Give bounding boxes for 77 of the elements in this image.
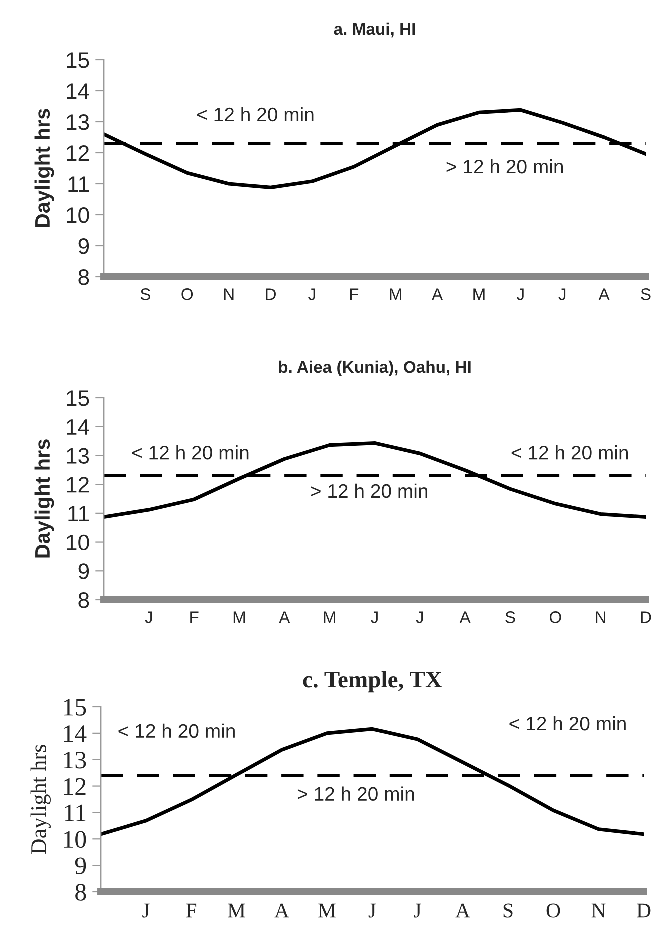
x-tick-label: J xyxy=(308,288,316,300)
x-tick-label: A xyxy=(432,288,444,300)
annotation: < 12 h 20 min xyxy=(132,445,249,460)
x-tick-label: F xyxy=(350,288,359,300)
y-axis-title: Daylight hrs xyxy=(34,440,54,558)
y-axis-title: Daylight hrs xyxy=(30,745,51,854)
x-tick-label: S xyxy=(504,904,513,918)
x-tick-label: M xyxy=(318,904,336,918)
annotation: < 12 h 20 min xyxy=(198,107,314,122)
x-tick-label: O xyxy=(182,288,194,300)
y-tick-label: 12 xyxy=(64,778,86,795)
annotation: < 12 h 20 min xyxy=(510,716,626,731)
x-tick-label: J xyxy=(558,288,566,300)
y-tick-label: 9 xyxy=(78,564,90,580)
y-tick-label: 10 xyxy=(64,831,86,848)
x-tick-label: M xyxy=(474,288,485,300)
chart-title: c. Temple, TX xyxy=(303,671,442,693)
y-tick-label: 8 xyxy=(76,884,86,901)
y-tick-label: 15 xyxy=(67,390,90,406)
annotation: > 12 h 20 min xyxy=(446,159,564,174)
x-tick-label: A xyxy=(274,904,290,918)
y-tick-label: 11 xyxy=(68,506,90,522)
y-tick-label: 13 xyxy=(67,448,90,464)
x-tick-label: A xyxy=(598,288,610,300)
y-tick-label: 8 xyxy=(78,270,90,286)
y-tick-label: 9 xyxy=(75,858,86,874)
x-tick-label: D xyxy=(266,288,276,300)
x-tick-label: O xyxy=(546,904,560,918)
x-tick-label: S xyxy=(641,288,651,300)
x-tick-label: J xyxy=(368,904,376,918)
x-tick-label: J xyxy=(416,612,424,624)
x-tick-label: J xyxy=(371,612,378,624)
y-tick-label: 15 xyxy=(67,52,90,68)
x-tick-label: D xyxy=(637,904,651,918)
y-tick-label: 15 xyxy=(64,699,86,716)
annotation: < 12 h 20 min xyxy=(118,724,235,738)
x-tick-label: J xyxy=(142,904,150,918)
annotation: > 12 h 20 min xyxy=(298,786,414,802)
y-tick-label: 10 xyxy=(67,534,90,551)
line-series xyxy=(104,442,646,519)
x-tick-label: J xyxy=(145,612,152,624)
y-tick-label: 13 xyxy=(64,752,86,769)
y-tick-label: 14 xyxy=(67,84,90,100)
chart-title: b. Aiea (Kunia), Oahu, HI xyxy=(279,360,471,376)
x-tick-label: N xyxy=(596,612,606,624)
y-tick-label: 9 xyxy=(78,238,90,254)
x-tick-label: M xyxy=(234,612,246,624)
y-tick-label: 11 xyxy=(68,176,90,192)
y-tick-label: 10 xyxy=(67,208,90,224)
y-tick-label: 14 xyxy=(64,726,87,742)
y-tick-label: 12 xyxy=(67,477,89,493)
x-tick-label: A xyxy=(460,612,471,624)
y-tick-label: 13 xyxy=(67,114,90,130)
x-tick-label: O xyxy=(550,612,562,624)
x-tick-label: F xyxy=(186,904,197,918)
x-tick-label: F xyxy=(190,612,199,624)
x-tick-label: N xyxy=(224,288,234,300)
x-tick-label: S xyxy=(140,288,150,300)
line-series xyxy=(104,108,646,190)
y-tick-label: 14 xyxy=(67,420,90,435)
y-tick-label: 12 xyxy=(67,146,89,162)
annotation: < 12 h 20 min xyxy=(512,445,628,460)
x-tick-label: A xyxy=(456,904,470,918)
chart-title: a. Maui, HI xyxy=(334,22,416,38)
y-axis-title: Daylight hrs xyxy=(34,109,54,228)
y-tick-label: 8 xyxy=(78,592,90,608)
annotation: > 12 h 20 min xyxy=(311,484,428,498)
x-tick-label: N xyxy=(592,904,606,918)
x-tick-label: M xyxy=(324,612,336,624)
x-tick-label: J xyxy=(517,288,524,300)
x-tick-label: J xyxy=(414,904,422,918)
x-tick-label: M xyxy=(390,288,402,300)
y-tick-label: 11 xyxy=(65,804,86,822)
x-tick-label: A xyxy=(279,612,290,624)
x-tick-label: D xyxy=(641,612,651,624)
x-tick-label: S xyxy=(506,612,516,624)
x-tick-label: M xyxy=(228,904,246,918)
